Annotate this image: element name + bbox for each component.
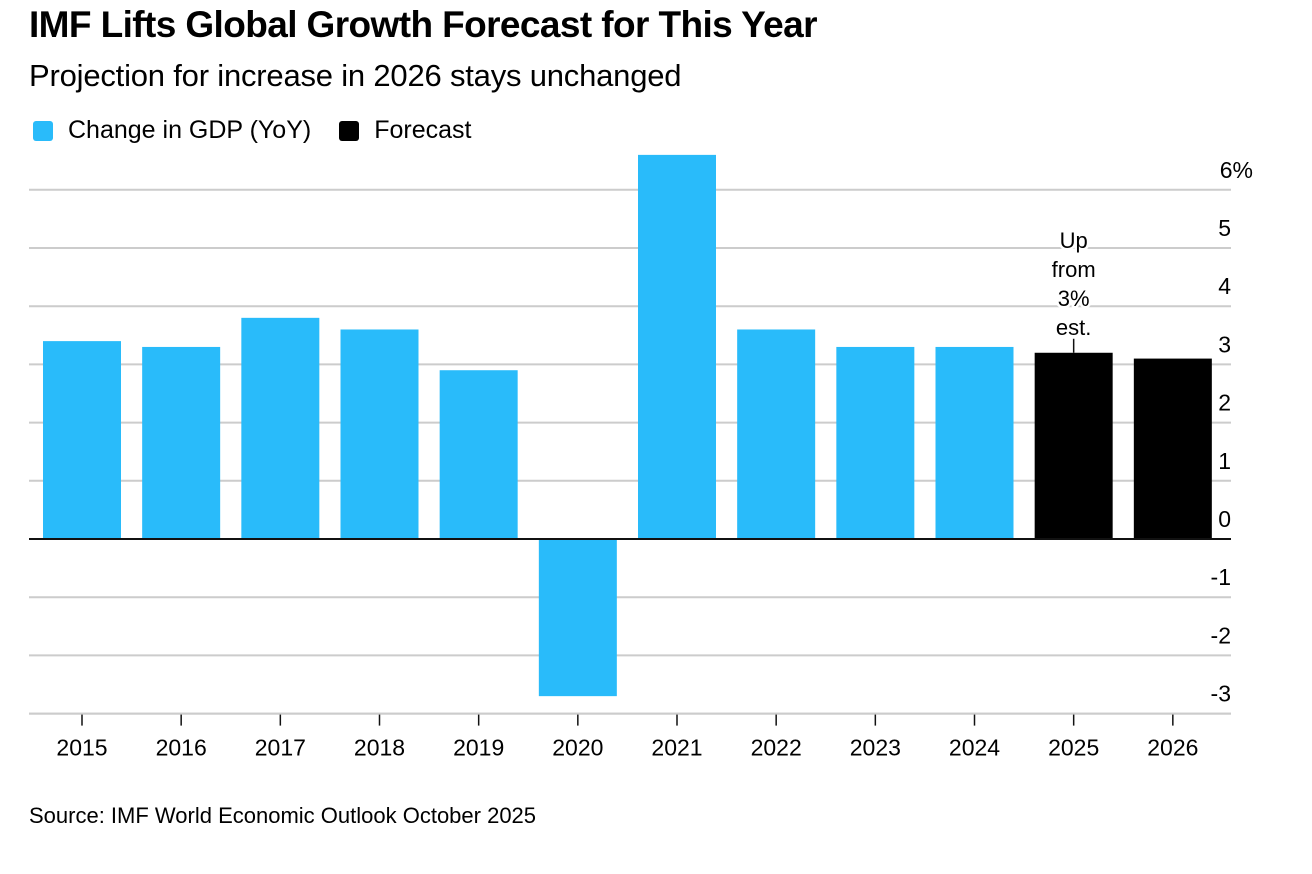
- legend-item-gdp-change: Change in GDP (YoY): [33, 116, 311, 145]
- y-tick-label: 1: [1218, 448, 1231, 474]
- bar-2025: [1034, 352, 1113, 539]
- annotation-halo: 3%: [1058, 286, 1090, 311]
- y-tick-label: 4: [1218, 273, 1231, 299]
- bar-2024: [935, 346, 1014, 539]
- x-tick-label: 2019: [453, 735, 504, 761]
- annotation-text: 3%: [1058, 286, 1090, 311]
- x-tick-label: 2016: [156, 735, 207, 761]
- bar-2021: [638, 154, 716, 539]
- bar-2016: [142, 346, 221, 539]
- annotation-halo: est.: [1056, 315, 1091, 340]
- bar-2020: [538, 539, 617, 697]
- annotation-halo: Up: [1060, 228, 1088, 253]
- x-tick-label: 2025: [1048, 735, 1099, 761]
- y-tick-label: 6%: [1220, 157, 1253, 183]
- x-tick-label: 2024: [949, 735, 1000, 761]
- legend-item-forecast: Forecast: [339, 116, 471, 145]
- x-tick-label: 2022: [751, 735, 802, 761]
- bar-2015: [43, 341, 121, 539]
- y-tick-label: 5: [1218, 215, 1231, 241]
- x-tick-label: 2021: [651, 735, 702, 761]
- legend-swatch-forecast: [339, 120, 360, 141]
- source-note: Source: IMF World Economic Outlook Octob…: [29, 803, 537, 828]
- x-tick-label: 2023: [850, 735, 901, 761]
- bar-2023: [836, 346, 915, 539]
- x-tick-label: 2018: [354, 735, 405, 761]
- bar-2022: [737, 329, 816, 539]
- legend-swatch-gdp-change: [33, 120, 53, 141]
- x-tick-label: 2017: [255, 735, 306, 761]
- legend: Change in GDP (YoY) Forecast: [33, 116, 499, 145]
- y-axis-labels: 6% 5 4 3 2 1 0 -1 -2 -3: [1211, 157, 1253, 707]
- y-tick-label: -3: [1211, 681, 1231, 707]
- bar-2019: [439, 370, 518, 539]
- bars: [43, 154, 1212, 697]
- x-tick-label: 2026: [1147, 735, 1198, 761]
- bar-2018: [340, 329, 419, 539]
- bar-2026: [1133, 358, 1212, 539]
- y-tick-label: 3: [1218, 331, 1231, 357]
- y-tick-label: 2: [1218, 390, 1231, 416]
- y-tick-label: 0: [1218, 506, 1231, 532]
- axes: [29, 538, 1231, 726]
- legend-label-gdp-change: Change in GDP (YoY): [68, 116, 312, 144]
- chart-title: IMF Lifts Global Growth Forecast for Thi…: [29, 4, 818, 45]
- annotation-halo: from: [1052, 257, 1096, 282]
- annotation-text: est.: [1056, 315, 1091, 340]
- y-tick-label: -2: [1211, 622, 1231, 648]
- x-tick-label: 2020: [552, 735, 603, 761]
- annotation-text: Up: [1060, 228, 1088, 253]
- bar-2017: [241, 317, 320, 539]
- legend-label-forecast: Forecast: [374, 116, 472, 144]
- x-tick-label: 2015: [56, 735, 107, 761]
- chart-subtitle: Projection for increase in 2026 stays un…: [29, 58, 682, 93]
- x-axis-labels: 2015 2016 2017 2018 2019 2020 2021 2022 2023 2024…: [56, 735, 1198, 761]
- annotation-text: from: [1052, 257, 1096, 282]
- y-tick-label: -1: [1211, 564, 1231, 590]
